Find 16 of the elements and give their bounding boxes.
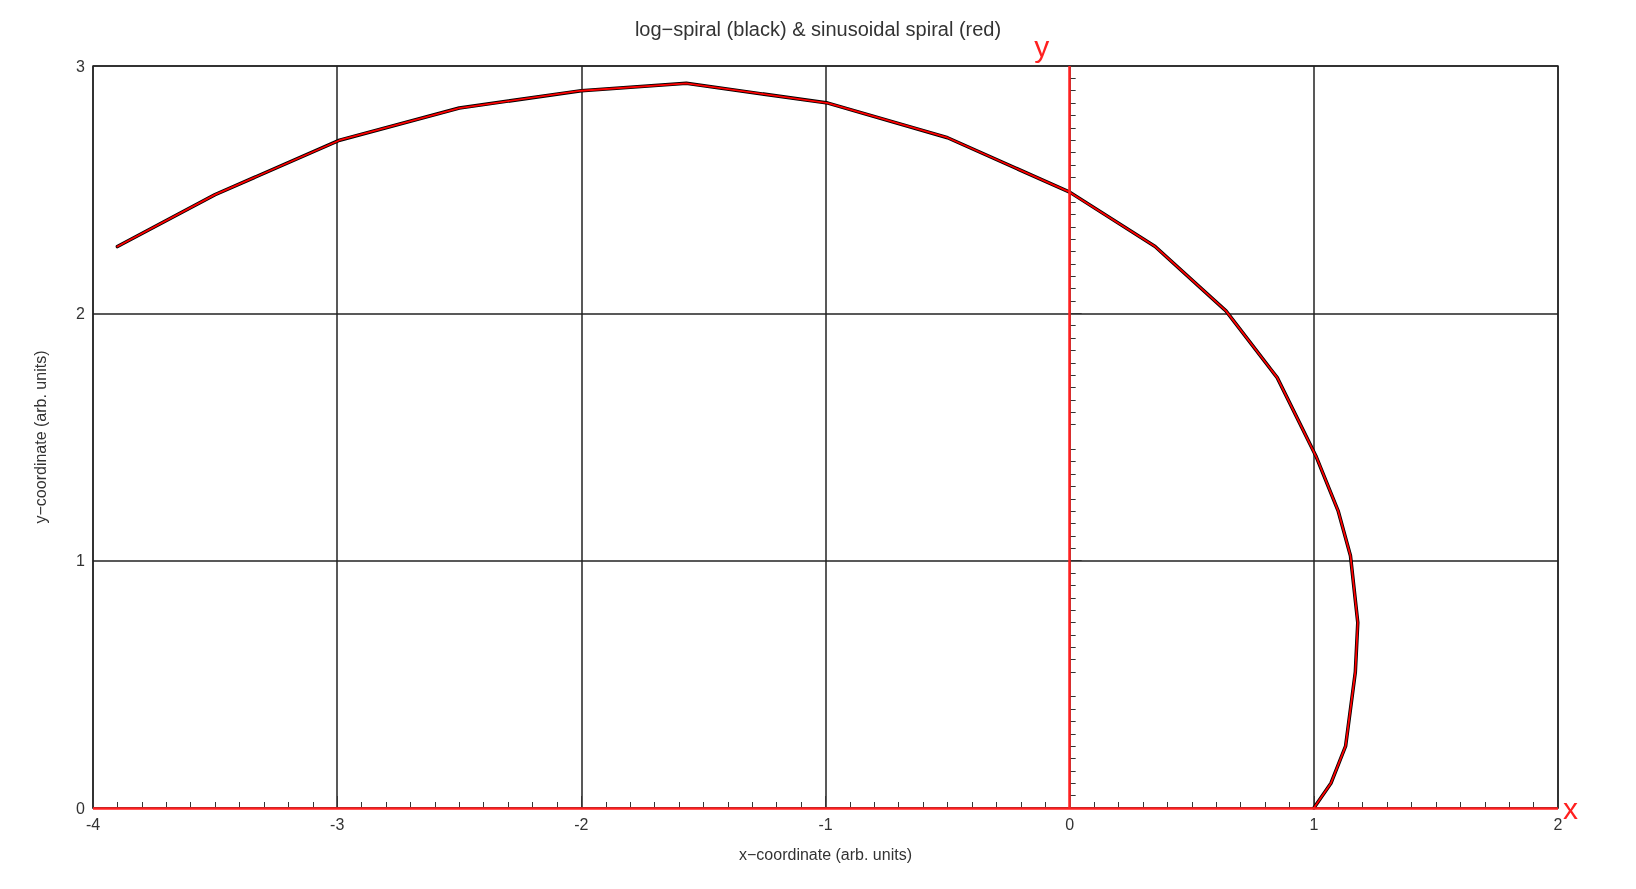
x-axis-title: x−coordinate (arb. units) bbox=[739, 845, 912, 863]
x-tick-label: -1 bbox=[818, 815, 833, 833]
x-tick-label: -2 bbox=[574, 815, 589, 833]
y-axis-title: y−coordinate (arb. units) bbox=[31, 350, 49, 524]
ref-line-label: x bbox=[1563, 791, 1578, 825]
y-tick-label: 1 bbox=[76, 552, 86, 570]
y-tick-label: 2 bbox=[76, 304, 86, 322]
y-tick-label: 0 bbox=[76, 799, 86, 817]
x-tick-label: -3 bbox=[330, 815, 345, 833]
ref-line-label: y bbox=[1034, 29, 1050, 63]
x-tick-label: 1 bbox=[1309, 815, 1319, 833]
x-tick-label: 2 bbox=[1553, 815, 1563, 833]
x-tick-label: 0 bbox=[1065, 815, 1075, 833]
x-tick-label: -4 bbox=[85, 815, 101, 833]
chart-title: log−spiral (black) & sinusoidal spiral (red) bbox=[634, 18, 1002, 40]
y-tick-label: 3 bbox=[76, 57, 86, 75]
